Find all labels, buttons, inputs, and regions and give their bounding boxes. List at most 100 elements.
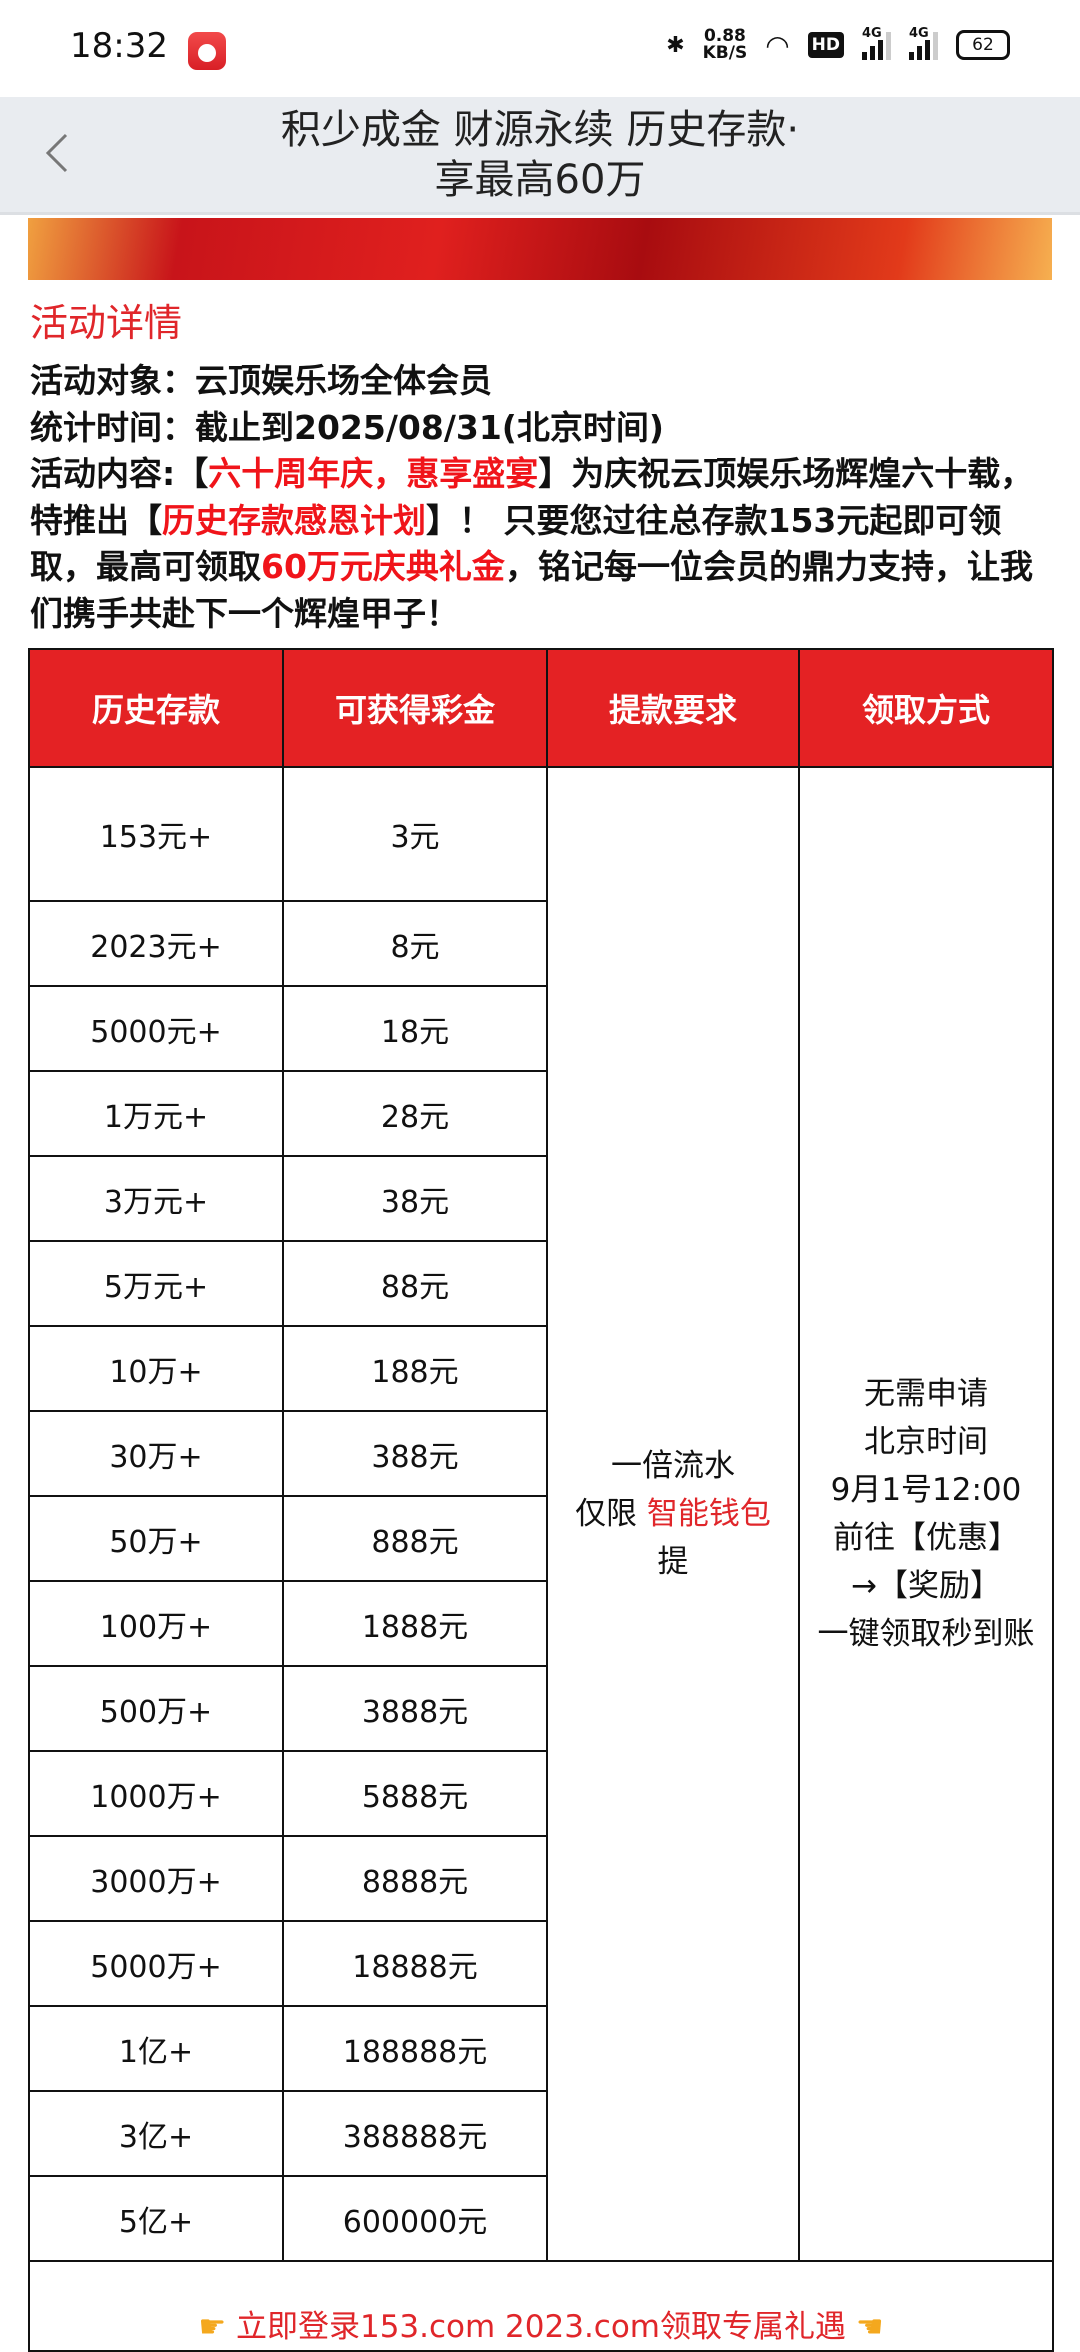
login-promo-link[interactable]: 立即登录153.com 2023.com领取专属礼遇 [235,2309,847,2345]
table-row: 3000万+ 8888元 [28,1835,1053,1922]
table-row: 5000元+ 18元 [28,985,1053,1072]
content-text-2: 】！ 只要您过往总存款153元起即可领取，最高可领取 [30,500,1002,587]
bonus-cell: 38元 [282,1155,548,1242]
deposit-cell: 100万+ [28,1580,284,1667]
bonus-cell: 388888元 [282,2090,548,2177]
network-speed: 0.88 KB/S [703,28,748,62]
header-deposit: 历史存款 [28,648,284,768]
status-bar: 18:32 ✱ 0.88 KB/S ◠ HD 4G 4G 62 [0,0,1080,95]
bonus-cell: 18888元 [282,1920,548,2007]
table-row: 30万+ 388元 [28,1410,1053,1497]
claim-line: 无需申请 [864,1376,988,1412]
table-row: 5亿+ 600000元 [28,2175,1053,2262]
bonus-cell: 28元 [282,1070,548,1157]
deposit-cell: 2023元+ [28,900,284,987]
clock: 18:32 [70,26,168,66]
table-row: 500万+ 3888元 [28,1665,1053,1752]
bluetooth-icon: ✱ [666,32,685,58]
claim-method-cell: 无需申请 北京时间 9月1号12:00 前往【优惠】 →【奖励】 一键领取秒到账 [798,766,1054,2262]
bonus-cell: 18元 [282,985,548,1072]
content-text-1: 】为庆祝云顶娱乐场辉煌六十载，特推出【 [30,454,1034,540]
table-row: 10万+ 188元 [28,1325,1053,1412]
table-row: 153元+ 3元 一倍流水 仅限 智能钱包提 无需申请 北京时间 9月1号12:00 前往【优… [28,766,1054,2262]
withdraw-line-1: 一倍流水 [611,1448,735,1484]
footer-row: ☛ 立即登录153.com 2023.com领取专属礼遇 ☚ [28,2260,1054,2352]
promo-banner-image [28,218,1052,280]
content-highlight-3: 60万元庆典礼金 [261,547,505,586]
bonus-cell: 5888元 [282,1750,548,1837]
time-line: 统计时间：截止到2025/08/31(北京时间) [30,405,1052,452]
table-row: 5000万+ 18888元 [28,1920,1053,2007]
wifi-icon: ◠ [765,28,790,62]
claim-line: 前往【优惠】 [833,1520,1019,1556]
header-bonus: 可获得彩金 [282,648,548,768]
deposit-cell: 5000元+ [28,985,284,1072]
bonus-cell: 3元 [282,766,548,902]
deposit-cell: 30万+ [28,1410,284,1497]
deposit-cell: 1000万+ [28,1750,284,1837]
content-text-3: ，铭记每一位会员的鼎力支持，让我们携手共赴下一个辉煌甲子！ [30,547,1033,633]
time-label: 统计时间： [30,407,195,447]
table-header-row: 历史存款 可获得彩金 提款要求 领取方式 [28,648,1054,768]
page-title: 积少成金 财源永续 历史存款· 享最高60万 [200,105,880,205]
deposit-cell: 3万元+ [28,1155,284,1242]
withdraw-wallet-highlight: 智能钱包 [646,1496,771,1532]
deposit-cell: 1万元+ [28,1070,284,1157]
signal-icon: 4G [862,26,891,60]
table-row: 100万+ 1888元 [28,1580,1053,1667]
content-highlight-1: 六十周年庆，惠享盛宴 [208,454,539,493]
deposit-cell: 5000万+ [28,1920,284,2007]
nav-header: 积少成金 财源永续 历史存款· 享最高60万 [0,97,1080,215]
deposit-cell: 1亿+ [28,2005,284,2092]
activity-description: 活动对象：云顶娱乐场全体会员 统计时间：截止到2025/08/31(北京时间) … [30,358,1052,637]
speed-unit: KB/S [702,43,748,63]
bonus-cell: 3888元 [282,1665,548,1752]
content-line: 活动内容:【六十周年庆，惠享盛宴】为庆祝云顶娱乐场辉煌六十载，特推出【历史存款感… [30,451,1052,637]
content-label: 活动内容:【 [30,454,209,493]
login-promo-cell[interactable]: ☛ 立即登录153.com 2023.com领取专属礼遇 ☚ [28,2260,1054,2352]
bonus-cell: 388元 [282,1410,548,1497]
deposit-cell: 5亿+ [28,2175,284,2262]
title-line-2: 享最高60万 [434,157,646,203]
table-row: 1000万+ 5888元 [28,1750,1053,1837]
bonus-cell: 888元 [282,1495,548,1582]
time-value: 截止到2025/08/31(北京时间) [195,407,664,447]
bonus-cell: 188元 [282,1325,548,1412]
content-highlight-2: 历史存款感恩计划 [162,500,426,540]
pointing-right-icon: ☛ [198,2309,227,2345]
claim-line: →【奖励】 [851,1568,1001,1604]
app-notification-icon [188,32,226,70]
bonus-cell: 8元 [282,900,548,987]
target-value: 云顶娱乐场全体会员 [195,361,492,400]
deposit-cell: 3000万+ [28,1835,284,1922]
withdraw-line-2-prefix: 仅限 [575,1496,647,1532]
deposit-cell: 153元+ [28,766,284,902]
target-label: 活动对象： [30,361,195,400]
header-claim: 领取方式 [798,648,1054,768]
table-row: 1万元+ 28元 [28,1070,1053,1157]
withdraw-line-3: 提 [657,1544,689,1580]
pointing-left-icon: ☚ [855,2309,884,2345]
deposit-cell: 500万+ [28,1665,284,1752]
bonus-cell: 1888元 [282,1580,548,1667]
withdraw-requirement-cell: 一倍流水仅限 智能钱包提 [546,766,800,2262]
deposit-cell: 3亿+ [28,2090,284,2177]
network-type-2: 4G [909,26,929,41]
battery-icon: 62 [956,30,1010,60]
table-row: 5万元+ 88元 [28,1240,1053,1327]
target-line: 活动对象：云顶娱乐场全体会员 [30,358,1052,405]
hd-icon: HD [807,32,844,58]
table-row: 1亿+ 188888元 [28,2005,1053,2092]
speed-value: 0.88 [703,26,746,46]
deposit-cell: 50万+ [28,1495,284,1582]
title-line-1: 积少成金 财源永续 历史存款· [280,107,800,153]
table-row: 3万元+ 38元 [28,1155,1053,1242]
section-title: 活动详情 [30,301,183,345]
header-withdraw: 提款要求 [546,648,800,768]
bonus-cell: 8888元 [282,1835,548,1922]
deposit-cell: 5万元+ [28,1240,284,1327]
network-type: 4G [862,26,882,41]
chevron-left-icon[interactable] [44,133,70,173]
signal-icon-2: 4G [909,26,938,60]
bonus-cell: 88元 [282,1240,548,1327]
